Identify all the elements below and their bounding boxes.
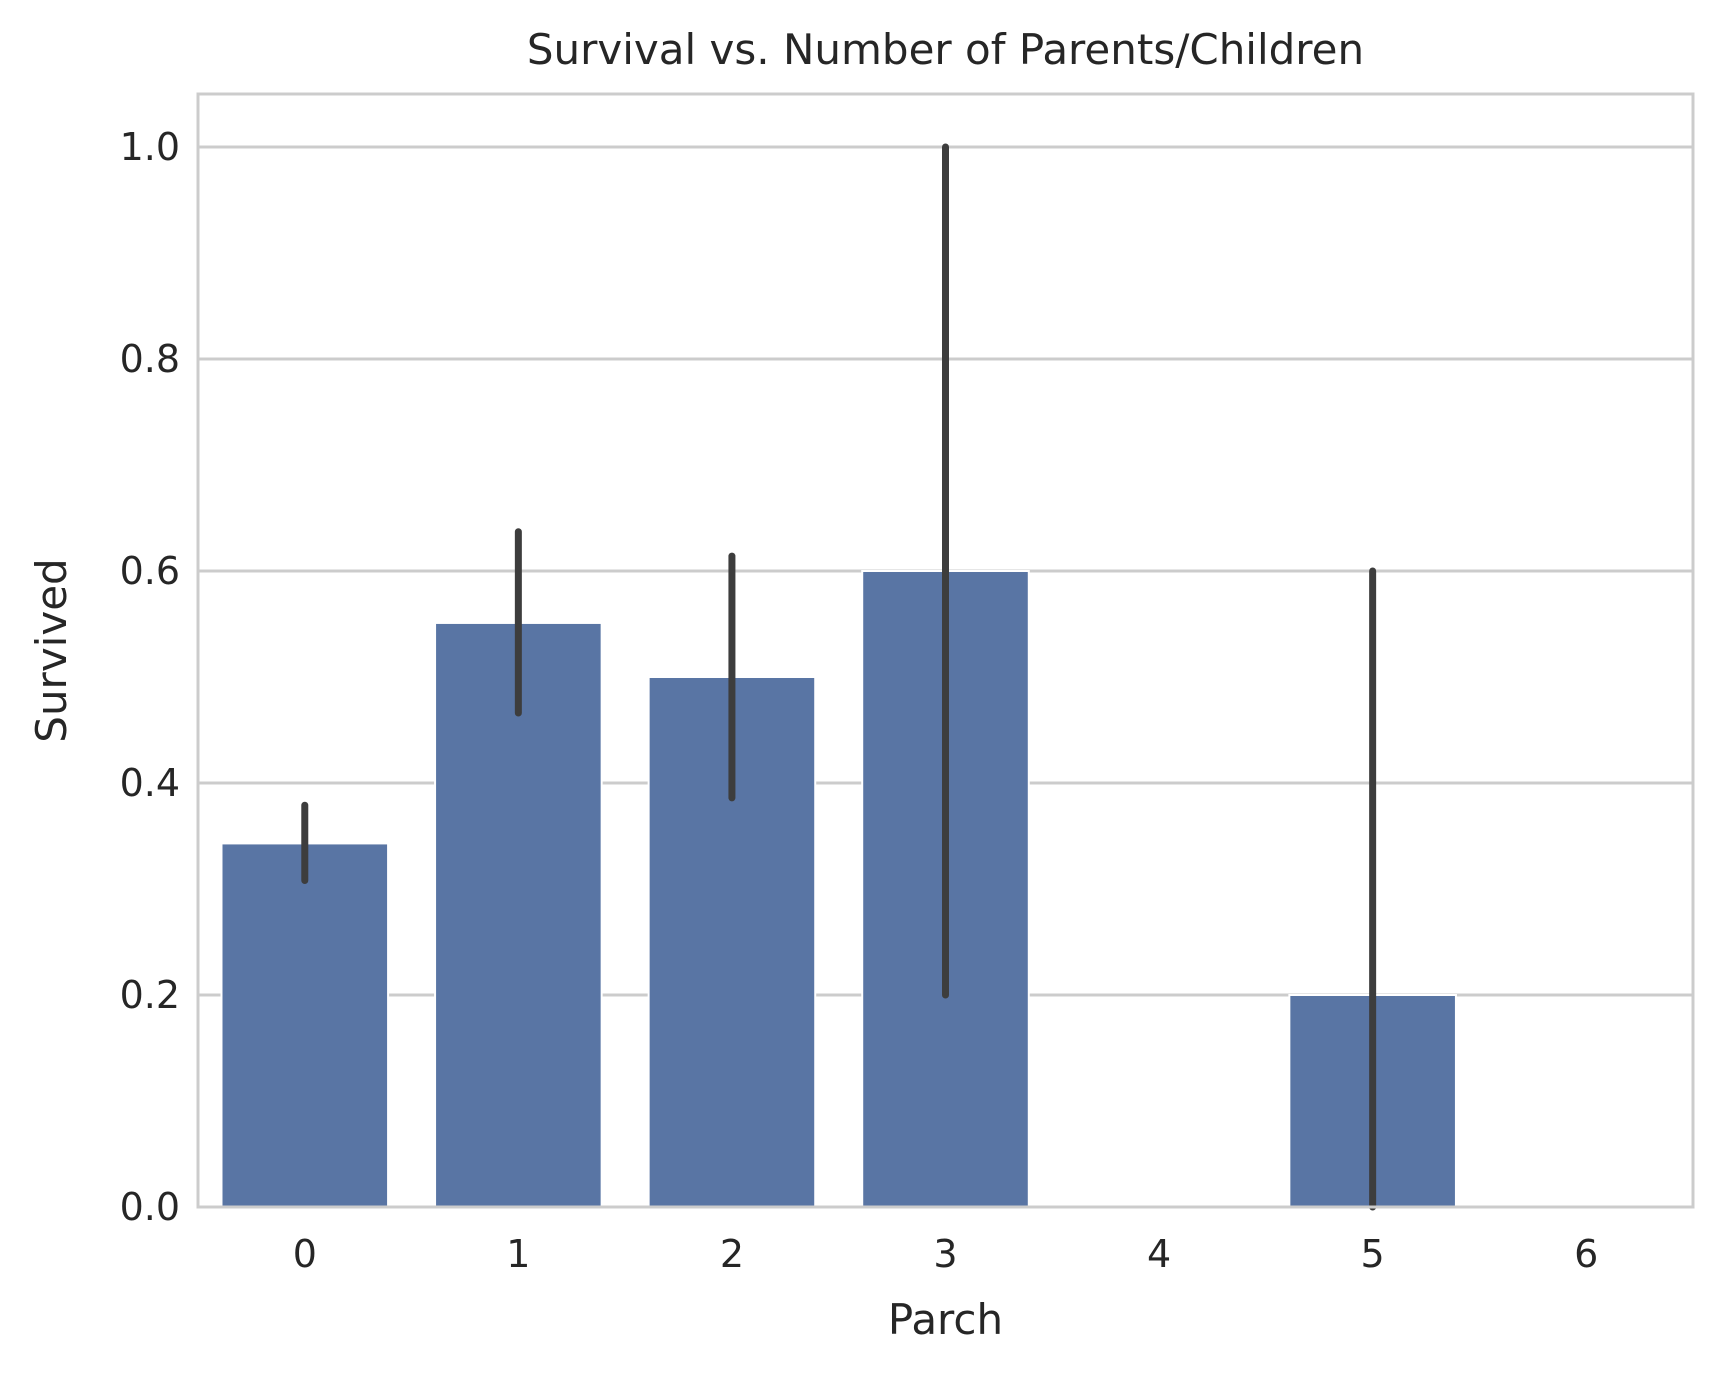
x-axis-label: Parch xyxy=(888,1295,1003,1344)
y-tick-label: 1.0 xyxy=(120,125,180,169)
y-tick-label: 0.0 xyxy=(120,1185,180,1229)
chart-title: Survival vs. Number of Parents/Children xyxy=(527,25,1364,74)
x-tick-label: 4 xyxy=(1147,1232,1171,1276)
x-tick-label: 2 xyxy=(720,1232,744,1276)
x-tick-label: 6 xyxy=(1574,1232,1598,1276)
plot-frame xyxy=(196,92,1695,1209)
x-tick-label: 5 xyxy=(1361,1232,1385,1276)
y-tick-label: 0.8 xyxy=(120,337,180,381)
x-tick-label: 3 xyxy=(933,1232,957,1276)
x-tick-label: 1 xyxy=(506,1232,530,1276)
y-tick-label: 0.6 xyxy=(120,549,180,593)
y-tick-labels: 0.0 0.2 0.4 0.6 0.8 1.0 xyxy=(120,125,180,1229)
error-bars xyxy=(301,143,1377,1211)
bars xyxy=(220,570,1457,1208)
x-tick-label: 0 xyxy=(293,1232,317,1276)
y-axis-label: Survived xyxy=(27,558,76,742)
bar-0 xyxy=(220,842,390,1208)
y-tick-label: 0.2 xyxy=(120,973,180,1017)
x-tick-labels: 0 1 2 3 4 5 6 xyxy=(293,1232,1599,1276)
y-tick-label: 0.4 xyxy=(120,761,180,805)
